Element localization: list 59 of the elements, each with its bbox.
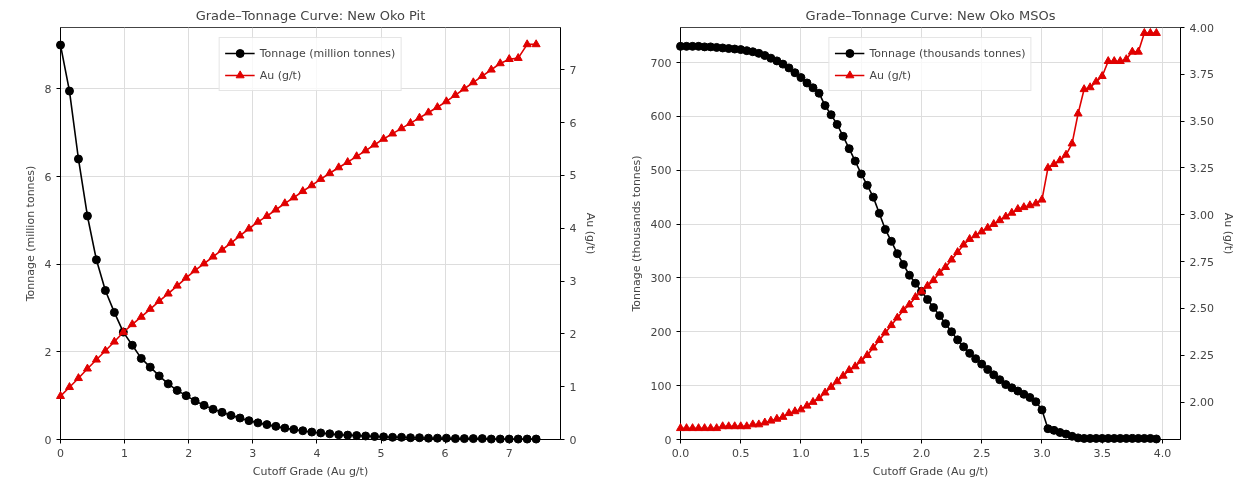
- y-tick-label: 300: [650, 271, 672, 285]
- y-tick-label: 8: [44, 82, 52, 96]
- y2-tick-label: 3.00: [1189, 208, 1214, 222]
- y-tick-label: 2: [44, 345, 52, 359]
- y-tick-label: 500: [650, 164, 672, 178]
- y-tick-label: 0: [44, 433, 52, 447]
- y2-tick-label: 7: [569, 63, 577, 77]
- y2-tick-label: 6: [569, 116, 577, 130]
- legend-label: Au (g/t): [259, 68, 302, 82]
- legend-label: Tonnage (million tonnes): [259, 46, 396, 60]
- y2-tick-label: 2.50: [1189, 302, 1214, 316]
- y2-axis-title: Au (g/t): [584, 212, 598, 255]
- x-tick-label: 6: [441, 446, 449, 460]
- y2-tick-label: 4: [569, 222, 577, 236]
- y2-tick-label: 4.00: [1189, 21, 1214, 35]
- y-tick-label: 0: [664, 433, 672, 447]
- y2-tick-label: 5: [569, 169, 577, 183]
- x-tick-label: 2.5: [972, 446, 991, 460]
- x-tick-label: 0.5: [731, 446, 750, 460]
- x-tick-label: 2: [185, 446, 193, 460]
- x-tick-label: 0: [57, 446, 64, 460]
- chart-title: Grade–Tonnage Curve: New Oko Pit: [195, 7, 426, 23]
- x-tick-label: 0.0: [671, 446, 690, 460]
- y-tick-label: 200: [650, 325, 672, 339]
- y2-tick-label: 3.25: [1189, 161, 1214, 175]
- y2-axis-title: Au (g/t): [1221, 212, 1235, 255]
- y2-tick-label: 3.75: [1189, 68, 1214, 82]
- x-tick-label: 1: [121, 446, 129, 460]
- x-tick-label: 3.0: [1033, 446, 1051, 460]
- x-tick-label: 3.5: [1093, 446, 1111, 460]
- x-tick-label: 3: [249, 446, 257, 460]
- x-tick-label: 5: [377, 446, 385, 460]
- y2-tick-label: 2.25: [1189, 349, 1214, 363]
- x-tick-label: 4: [313, 446, 321, 460]
- y-tick-label: 100: [650, 379, 672, 393]
- y-axis-title: Tonnage (thousands tonnes): [629, 155, 643, 313]
- y2-tick-label: 2: [569, 327, 577, 341]
- x-tick-label: 2.0: [912, 446, 931, 460]
- y2-tick-label: 3.50: [1189, 115, 1214, 129]
- y-tick-label: 700: [650, 56, 672, 70]
- y-tick-label: 600: [650, 110, 672, 124]
- x-tick-label: 7: [505, 446, 513, 460]
- y-tick-label: 6: [44, 170, 52, 184]
- y-axis-title: Tonnage (million tonnes): [23, 165, 37, 303]
- x-tick-label: 1.5: [852, 446, 870, 460]
- x-axis-title: Cutoff Grade (Au g/t): [252, 464, 369, 478]
- x-tick-label: 1.0: [792, 446, 810, 460]
- x-tick-label: 4.0: [1153, 446, 1172, 460]
- chart-title: Grade–Tonnage Curve: New Oko MSOs: [805, 7, 1056, 23]
- y2-tick-label: 3: [569, 275, 577, 289]
- x-axis-title: Cutoff Grade (Au g/t): [872, 464, 989, 478]
- legend-label: Au (g/t): [869, 68, 911, 82]
- y2-tick-label: 2.00: [1189, 396, 1214, 410]
- y-tick-label: 400: [650, 218, 672, 232]
- legend-label: Tonnage (thousands tonnes): [869, 46, 1026, 60]
- y2-tick-label: 2.75: [1189, 255, 1214, 269]
- y2-tick-label: 1: [569, 380, 577, 394]
- y2-tick-label: 0: [569, 433, 577, 447]
- y-tick-label: 4: [44, 258, 52, 272]
